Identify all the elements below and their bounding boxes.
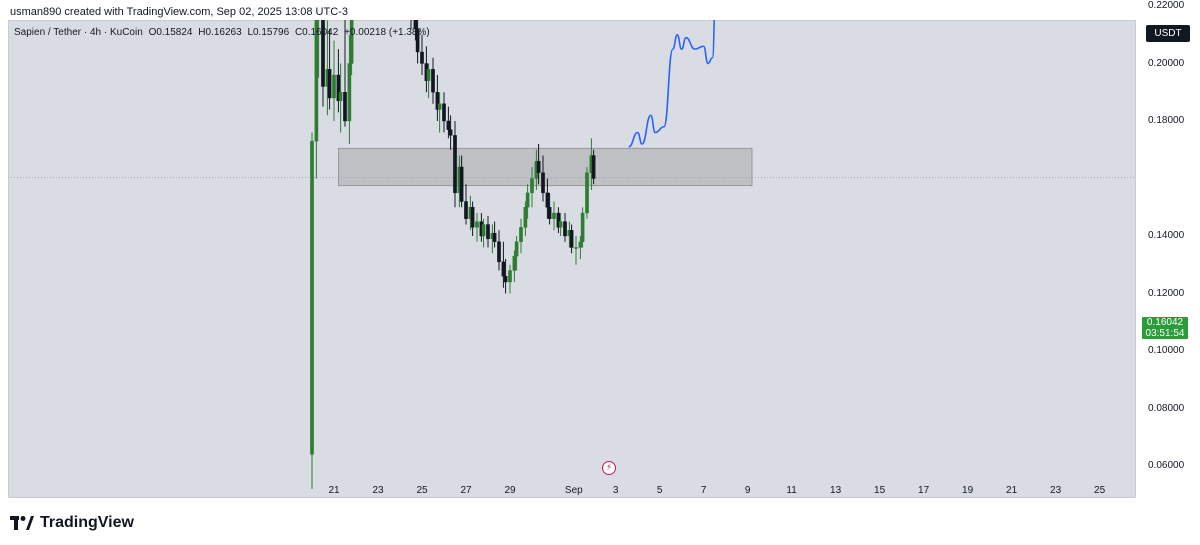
candle-body [481,224,486,237]
legend-high: H0.16263 [198,27,242,38]
candle-body [448,129,453,136]
candle-body [523,207,528,228]
date-tick: 11 [786,485,797,496]
symbol-legend: Sapien / Tether · 4h · KuCoin O0.15824 H… [14,27,433,38]
date-tick: 21 [1006,485,1018,496]
date-tick: 29 [504,485,516,496]
legend-close: C0.16042 [294,27,339,38]
candle-body [347,63,352,122]
brand-name: TradingView [40,514,134,531]
candle-body [525,192,530,208]
candle-body [501,261,506,277]
date-tick: 23 [372,485,384,496]
legend-low: L0.15796 [247,27,290,38]
chart-credit: usman890 created with TradingView.com, S… [10,6,348,18]
candle-body [545,192,550,208]
candle-body [453,135,457,194]
chart-pane[interactable] [8,20,1136,498]
date-tick: 9 [744,485,751,496]
candle-body [446,120,451,130]
candle-body [470,207,475,228]
candle-body [503,276,508,283]
last-price-value: 0.16042 [1146,317,1184,328]
price-axis[interactable] [1136,20,1200,498]
candle-body [585,172,589,214]
date-tick: 21 [328,485,340,496]
tradingview-logo-icon [10,516,34,530]
candle-body [321,20,325,87]
price-tick: 0.18000 [1148,115,1185,126]
bar-countdown: 03:51:54 [1145,328,1185,339]
candle-body [426,69,431,81]
candle-body [574,247,578,249]
candle-body [552,212,556,219]
candle-body [435,92,440,110]
candle-body [459,166,464,202]
candle-body [558,221,563,228]
candle-body [530,178,534,194]
lightning-icon[interactable]: ⚡ [602,461,616,475]
price-tick: 0.06000 [1148,460,1185,471]
date-tick: 27 [460,485,472,496]
candle-body [475,221,479,228]
candle-body [415,28,420,53]
candle-body [420,51,424,64]
candle-body [580,212,585,242]
legend-open: O0.15824 [148,27,193,38]
candle-body [332,74,336,99]
legend-change: +0.00218 (+1.38%) [344,27,430,38]
candle-body [508,270,512,283]
price-chart[interactable] [8,20,1136,498]
candle-body [497,241,501,263]
date-tick: 3 [612,485,619,496]
date-tick: 23 [1050,485,1062,496]
candle-body [486,224,490,240]
candle-body [431,69,435,93]
projection-path [628,20,715,148]
support-zone [337,147,753,187]
candle-body [547,207,552,219]
candle-body [310,140,314,455]
date-tick: 25 [1094,485,1106,496]
candle-body [578,241,583,248]
date-tick: 25 [416,485,428,496]
candle-body [591,155,596,179]
candle-body [492,232,497,242]
date-tick: Sep [564,485,583,496]
candle-body [338,92,343,102]
candle-body [336,74,341,102]
candle-body [514,241,519,257]
candle-body [442,103,446,122]
date-tick: 5 [656,485,663,496]
price-tick: 0.14000 [1148,230,1185,241]
candle-body [541,172,545,194]
date-tick: 19 [962,485,974,496]
candle-body [343,92,347,122]
price-tick: 0.12000 [1148,287,1185,299]
price-tick: 0.10000 [1148,345,1185,356]
price-tick: 0.08000 [1148,402,1185,414]
price-tick: 0.20000 [1148,57,1185,69]
candle-body [519,227,523,242]
symbol-title: Sapien / Tether · 4h · KuCoin [14,27,143,38]
candle-body [563,221,567,237]
date-tick: 13 [830,485,842,496]
candle-body [464,201,468,219]
candle-body [536,161,541,173]
candle-body [349,20,354,64]
candle-body [556,212,561,228]
candle-body [413,20,418,30]
date-tick: 17 [918,485,930,496]
last-price-label: 0.16042 03:51:54 [1142,317,1188,339]
date-tick: 7 [700,485,707,496]
date-tick: 15 [874,485,886,496]
candle-body [569,230,574,248]
candle-body [512,255,517,271]
currency-button[interactable]: USDT [1146,25,1190,42]
candle-body [327,69,332,99]
tradingview-brand[interactable]: TradingView [10,514,134,532]
price-tick: 0.22000 [1148,0,1185,11]
candle-body [437,103,442,110]
candle-body [314,20,319,142]
